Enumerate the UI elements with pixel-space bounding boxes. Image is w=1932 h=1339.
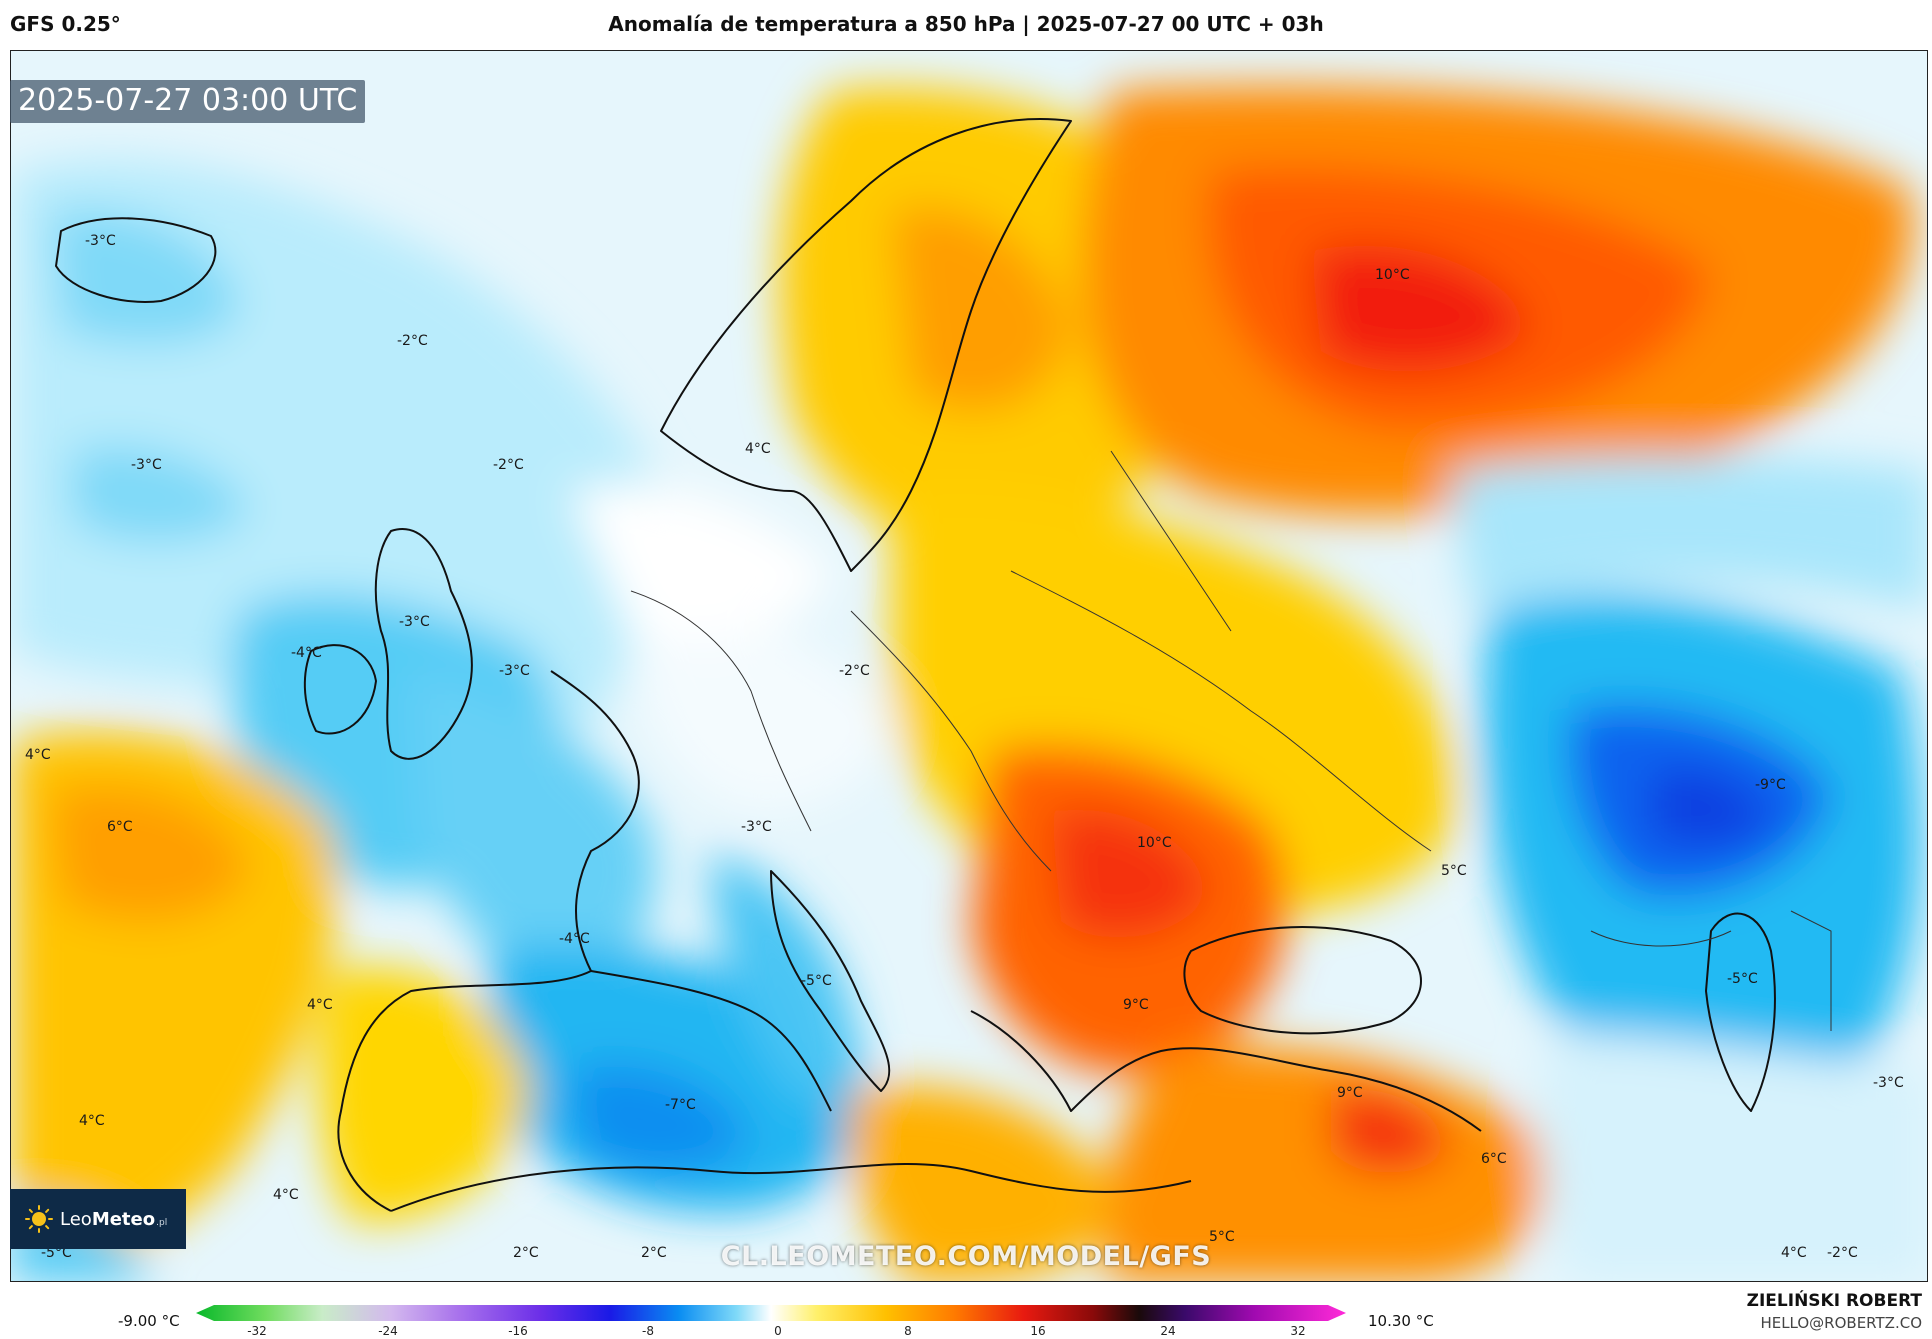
header: GFS 0.25° Anomalía de temperatura a 850 …: [0, 0, 1932, 50]
map-frame[interactable]: -3°C -2°C -3°C -2°C 4°C 10°C -3°C -4°C -…: [10, 50, 1928, 1282]
isotherm-label: 4°C: [745, 441, 771, 457]
isotherm-label: 2°C: [641, 1245, 667, 1261]
isotherm-label: 4°C: [273, 1187, 299, 1203]
colorbar-tick: -8: [642, 1324, 654, 1338]
colorbar-max-label: 10.30 °C: [1368, 1312, 1434, 1330]
isotherm-label: -3°C: [499, 663, 530, 679]
colorbar-tick: -24: [378, 1324, 398, 1338]
isotherm-label: -3°C: [741, 819, 772, 835]
author-email[interactable]: HELLO@ROBERTZ.CO: [1760, 1314, 1922, 1332]
colorbar-tick: -16: [508, 1324, 528, 1338]
isotherm-label: 9°C: [1123, 997, 1149, 1013]
isotherm-label: 6°C: [1481, 1151, 1507, 1167]
leometeo-logo[interactable]: LeoMeteo.pl: [10, 1189, 186, 1249]
isotherm-label: -2°C: [493, 457, 524, 473]
isotherm-label: -3°C: [399, 614, 430, 630]
isotherm-label: 4°C: [25, 747, 51, 763]
isotherm-label: -2°C: [839, 663, 870, 679]
isotherm-label: -4°C: [291, 645, 322, 661]
model-label: GFS 0.25°: [10, 12, 121, 36]
isotherm-label: 10°C: [1375, 267, 1410, 283]
isotherm-label: -2°C: [1827, 1245, 1858, 1261]
colorbar-tick: 0: [774, 1324, 782, 1338]
isotherm-label: 10°C: [1137, 835, 1172, 851]
isotherm-label: -3°C: [131, 457, 162, 473]
map-title: Anomalía de temperatura a 850 hPa | 2025…: [608, 12, 1324, 36]
colorbar-tick: 32: [1290, 1324, 1306, 1338]
isotherm-label: -9°C: [1755, 777, 1786, 793]
colorbar-min-label: -9.00 °C: [118, 1312, 180, 1330]
isotherm-label: -5°C: [41, 1245, 72, 1261]
isotherm-label: 4°C: [1781, 1245, 1807, 1261]
isotherm-label: -4°C: [559, 931, 590, 947]
isotherm-label: 9°C: [1337, 1085, 1363, 1101]
coastlines: [55, 118, 1776, 1212]
watermark-url: CL.LEOMETEO.COM/MODEL/GFS: [720, 1241, 1212, 1272]
author-name: ZIELIŃSKI ROBERT: [1746, 1291, 1922, 1311]
isotherm-label: -2°C: [397, 333, 428, 349]
isotherm-label: -7°C: [665, 1097, 696, 1113]
isotherm-label: -5°C: [1727, 971, 1758, 987]
isotherm-label: 5°C: [1441, 863, 1467, 879]
borders: [630, 450, 1832, 1031]
isotherm-label: -5°C: [801, 973, 832, 989]
valid-time-badge: 2025-07-27 03:00 UTC: [10, 80, 366, 123]
isotherm-label: -3°C: [1873, 1075, 1904, 1091]
isotherm-label: -3°C: [85, 233, 116, 249]
isotherm-label: 4°C: [79, 1113, 105, 1129]
colorbar-tick: 24: [1160, 1324, 1176, 1338]
logo-wordmark: LeoMeteo.pl: [60, 1208, 168, 1230]
isotherm-label: 5°C: [1209, 1229, 1235, 1245]
colorbar: [196, 1305, 1346, 1321]
colorbar-tick: 16: [1030, 1324, 1046, 1338]
footer: -9.00 °C: [0, 1282, 1932, 1339]
isotherm-label: 2°C: [513, 1245, 539, 1261]
isotherm-label: 6°C: [107, 819, 133, 835]
sun-icon: [25, 1205, 53, 1233]
colorbar-tick: -32: [247, 1324, 267, 1338]
colorbar-tick: 8: [904, 1324, 912, 1338]
isotherm-label: 4°C: [307, 997, 333, 1013]
anomaly-field: [11, 51, 1927, 1281]
